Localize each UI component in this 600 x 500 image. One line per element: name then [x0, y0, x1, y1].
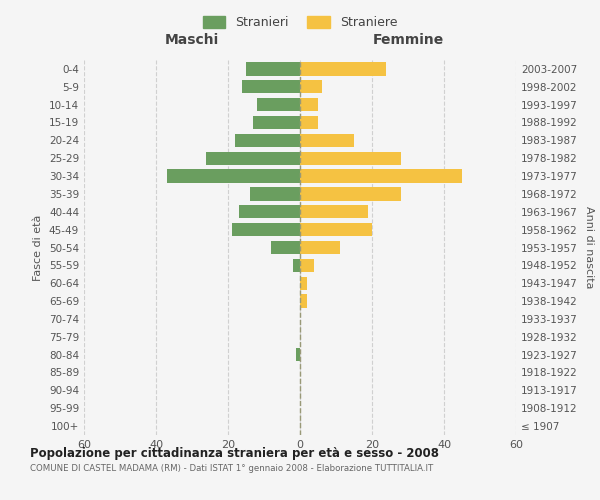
- Bar: [300, 294, 307, 308]
- Bar: [250, 187, 300, 200]
- Text: Femmine: Femmine: [373, 34, 443, 48]
- Bar: [300, 62, 386, 76]
- Text: Popolazione per cittadinanza straniera per età e sesso - 2008: Popolazione per cittadinanza straniera p…: [30, 448, 439, 460]
- Bar: [300, 98, 318, 112]
- Bar: [253, 116, 300, 129]
- Bar: [167, 170, 300, 183]
- Bar: [206, 152, 300, 165]
- Bar: [235, 134, 300, 147]
- Bar: [300, 258, 314, 272]
- Bar: [300, 187, 401, 200]
- Y-axis label: Fasce di età: Fasce di età: [34, 214, 43, 280]
- Bar: [300, 80, 322, 94]
- Bar: [257, 98, 300, 112]
- Bar: [239, 205, 300, 218]
- Bar: [300, 241, 340, 254]
- Bar: [300, 134, 354, 147]
- Bar: [246, 62, 300, 76]
- Bar: [293, 258, 300, 272]
- Bar: [271, 241, 300, 254]
- Bar: [242, 80, 300, 94]
- Bar: [300, 152, 401, 165]
- Legend: Stranieri, Straniere: Stranieri, Straniere: [197, 11, 403, 34]
- Bar: [300, 276, 307, 290]
- Text: COMUNE DI CASTEL MADAMA (RM) - Dati ISTAT 1° gennaio 2008 - Elaborazione TUTTITA: COMUNE DI CASTEL MADAMA (RM) - Dati ISTA…: [30, 464, 433, 473]
- Text: Maschi: Maschi: [165, 34, 219, 48]
- Bar: [232, 223, 300, 236]
- Y-axis label: Anni di nascita: Anni di nascita: [584, 206, 594, 289]
- Bar: [296, 348, 300, 362]
- Bar: [300, 205, 368, 218]
- Bar: [300, 116, 318, 129]
- Bar: [300, 223, 372, 236]
- Bar: [300, 170, 462, 183]
